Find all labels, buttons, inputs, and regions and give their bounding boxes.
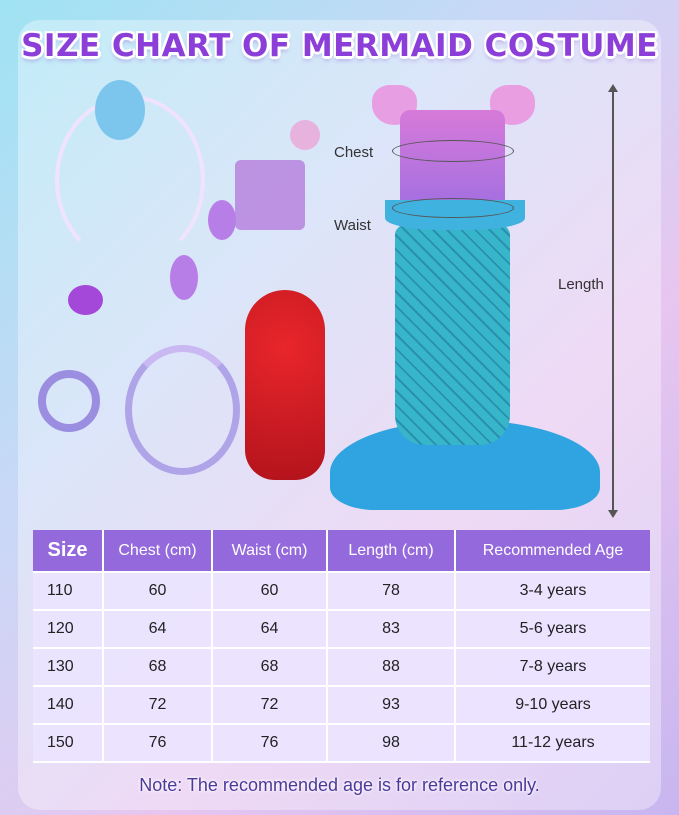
skirt-image (395, 225, 510, 445)
earring-image (170, 255, 198, 300)
table-row: 110 60 60 78 3-4 years (33, 571, 650, 611)
cell-waist: 64 (212, 609, 328, 649)
cell-chest: 64 (103, 609, 213, 649)
cell-chest: 68 (103, 647, 213, 687)
cell-chest: 76 (103, 723, 213, 763)
length-arrow (608, 84, 618, 518)
cell-chest: 60 (103, 571, 213, 611)
cell-size: 120 (33, 609, 104, 649)
cell-length: 88 (327, 647, 456, 687)
cell-length: 98 (327, 723, 456, 763)
cell-waist: 72 (212, 685, 328, 725)
header-chest: Chest (cm) (103, 530, 213, 572)
cell-length: 93 (327, 685, 456, 725)
note-text: Note: The recommended age is for referen… (139, 775, 540, 795)
cell-size: 150 (33, 723, 104, 763)
headband-tail-image (95, 80, 145, 140)
cell-size: 110 (33, 571, 104, 611)
page-title: SIZE CHART OF MERMAID COSTUME (21, 28, 658, 64)
wand-ribbon-image (235, 160, 305, 230)
waist-label: Waist (334, 217, 371, 234)
cell-age: 7-8 years (455, 647, 650, 687)
cell-age: 3-4 years (455, 571, 650, 611)
wig-image (245, 290, 325, 480)
waist-measure-line (392, 198, 514, 218)
header-waist: Waist (cm) (212, 530, 328, 572)
cell-length: 83 (327, 609, 456, 649)
table-header-row: Size Chest (cm) Waist (cm) Length (cm) R… (33, 530, 650, 572)
length-label: Length (558, 276, 604, 293)
wand-image (290, 120, 320, 150)
necklace-image (125, 345, 240, 475)
table-row: 120 64 64 83 5-6 years (33, 609, 650, 649)
cell-age: 5-6 years (455, 609, 650, 649)
cell-size: 140 (33, 685, 104, 725)
cell-age: 9-10 years (455, 685, 650, 725)
header-age: Recommended Age (455, 530, 650, 572)
cell-waist: 76 (212, 723, 328, 763)
header-length: Length (cm) (327, 530, 456, 572)
cell-waist: 68 (212, 647, 328, 687)
cell-age: 11-12 years (455, 723, 650, 763)
table-row: 130 68 68 88 7-8 years (33, 647, 650, 687)
size-table: Size Chest (cm) Waist (cm) Length (cm) R… (33, 530, 650, 763)
table-row: 150 76 76 98 11-12 years (33, 723, 650, 763)
chest-label: Chest (334, 144, 374, 161)
ring-image (68, 285, 103, 315)
cell-waist: 60 (212, 571, 328, 611)
header-size: Size (33, 530, 104, 572)
bracelet-image (38, 370, 100, 432)
earring-image (208, 200, 236, 240)
chest-measure-line (392, 140, 514, 162)
table-row: 140 72 72 93 9-10 years (33, 685, 650, 725)
cell-length: 78 (327, 571, 456, 611)
cell-chest: 72 (103, 685, 213, 725)
cell-size: 130 (33, 647, 104, 687)
